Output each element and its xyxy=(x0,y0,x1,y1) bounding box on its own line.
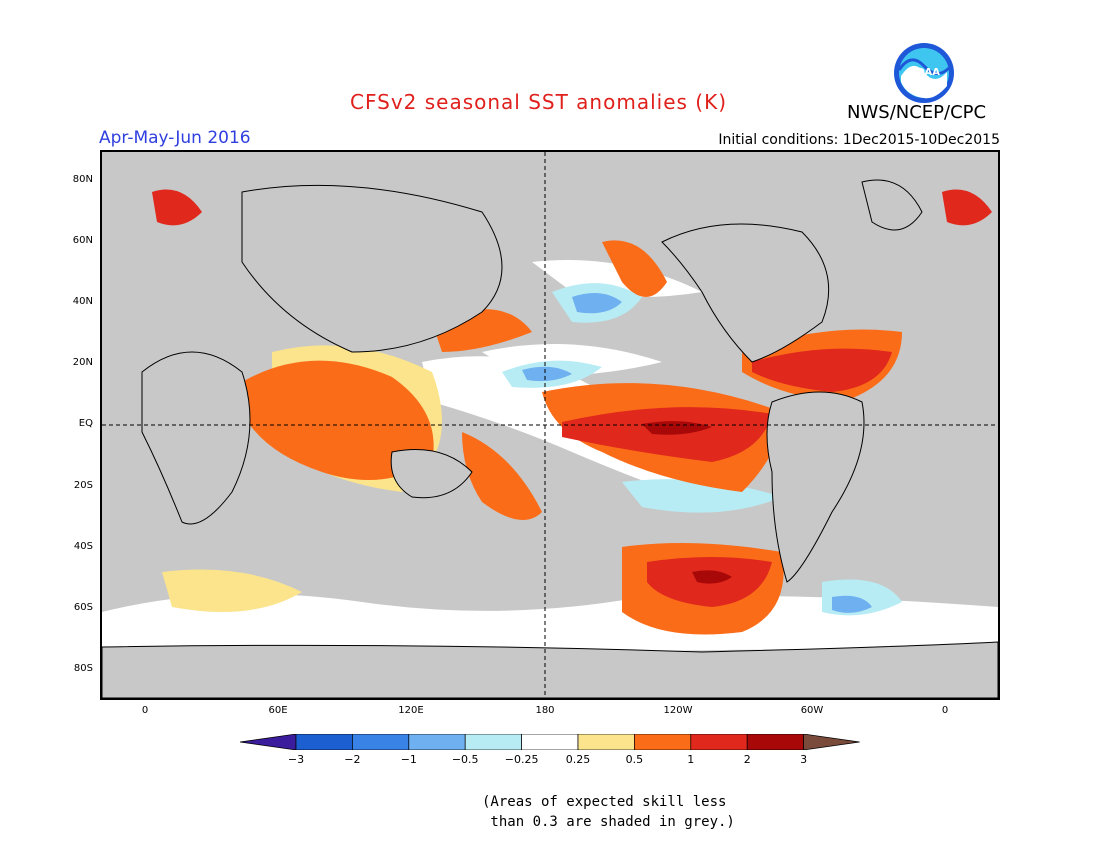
colorbar-tick-label: −2 xyxy=(344,753,361,766)
sst-anomaly-map xyxy=(100,150,1000,700)
colorbar-tick-label: 3 xyxy=(800,753,808,766)
lat-label: 80S xyxy=(73,663,93,674)
color-scale-bar xyxy=(240,734,860,750)
lat-label: 60N xyxy=(72,235,93,246)
lat-label: EQ xyxy=(78,418,93,429)
agency-label: NWS/NCEP/CPC xyxy=(847,102,987,123)
colorbar-segment xyxy=(521,734,579,750)
lon-label: 120W xyxy=(663,705,693,716)
colorbar-segment xyxy=(295,734,353,750)
initial-conditions: Initial conditions: 1Dec2015-10Dec2015 xyxy=(718,132,1000,148)
lat-label: 20S xyxy=(73,480,93,491)
colorbar-tick-label: −3 xyxy=(287,753,305,766)
colorbar-segment xyxy=(690,734,748,750)
lat-label: 60S xyxy=(73,602,93,613)
colorbar-segment xyxy=(634,734,692,750)
colorbar-tick-label: 2 xyxy=(743,753,751,766)
lat-label: 40S xyxy=(73,541,93,552)
noaa-logo: NOAA xyxy=(894,43,954,103)
lon-label: 60E xyxy=(268,705,288,716)
colorbar-segment xyxy=(746,734,804,750)
cool-regions xyxy=(522,293,872,613)
lon-label: 0 xyxy=(941,705,949,716)
strong-warm-regions xyxy=(152,189,992,607)
colorbar-tick-label: 0.5 xyxy=(625,753,644,766)
colorbar-segment xyxy=(240,734,297,750)
season-label: Apr-May-Jun 2016 xyxy=(99,128,251,148)
colorbar-tick-label: 0.25 xyxy=(565,753,591,766)
colorbar-segment xyxy=(803,734,860,750)
colorbar-segment xyxy=(352,734,410,750)
lon-label: 120E xyxy=(398,705,424,716)
continent-outlines xyxy=(102,179,998,698)
extreme-warm-regions xyxy=(642,421,732,584)
lat-label: 80N xyxy=(72,174,93,185)
colorbar-segment xyxy=(464,734,522,750)
lat-label: 20N xyxy=(72,357,93,368)
logo-text: NOAA xyxy=(908,67,940,78)
colorbar-tick-label: −0.5 xyxy=(451,753,479,766)
lon-label: 180 xyxy=(535,705,555,716)
lat-label: 40N xyxy=(72,296,93,307)
colorbar-tick-label: −0.25 xyxy=(504,753,539,766)
skill-note: (Areas of expected skill less than 0.3 a… xyxy=(482,794,735,830)
map-canvas xyxy=(102,152,998,698)
chart-title: CFSv2 seasonal SST anomalies (K) xyxy=(350,90,727,114)
colorbar-tick-label: 1 xyxy=(687,753,695,766)
lon-label: 60W xyxy=(800,705,824,716)
colorbar-tick-label: −1 xyxy=(400,753,417,766)
colorbar-segment xyxy=(577,734,635,750)
colorbar-segment xyxy=(408,734,466,750)
lon-label: 0 xyxy=(141,705,149,716)
